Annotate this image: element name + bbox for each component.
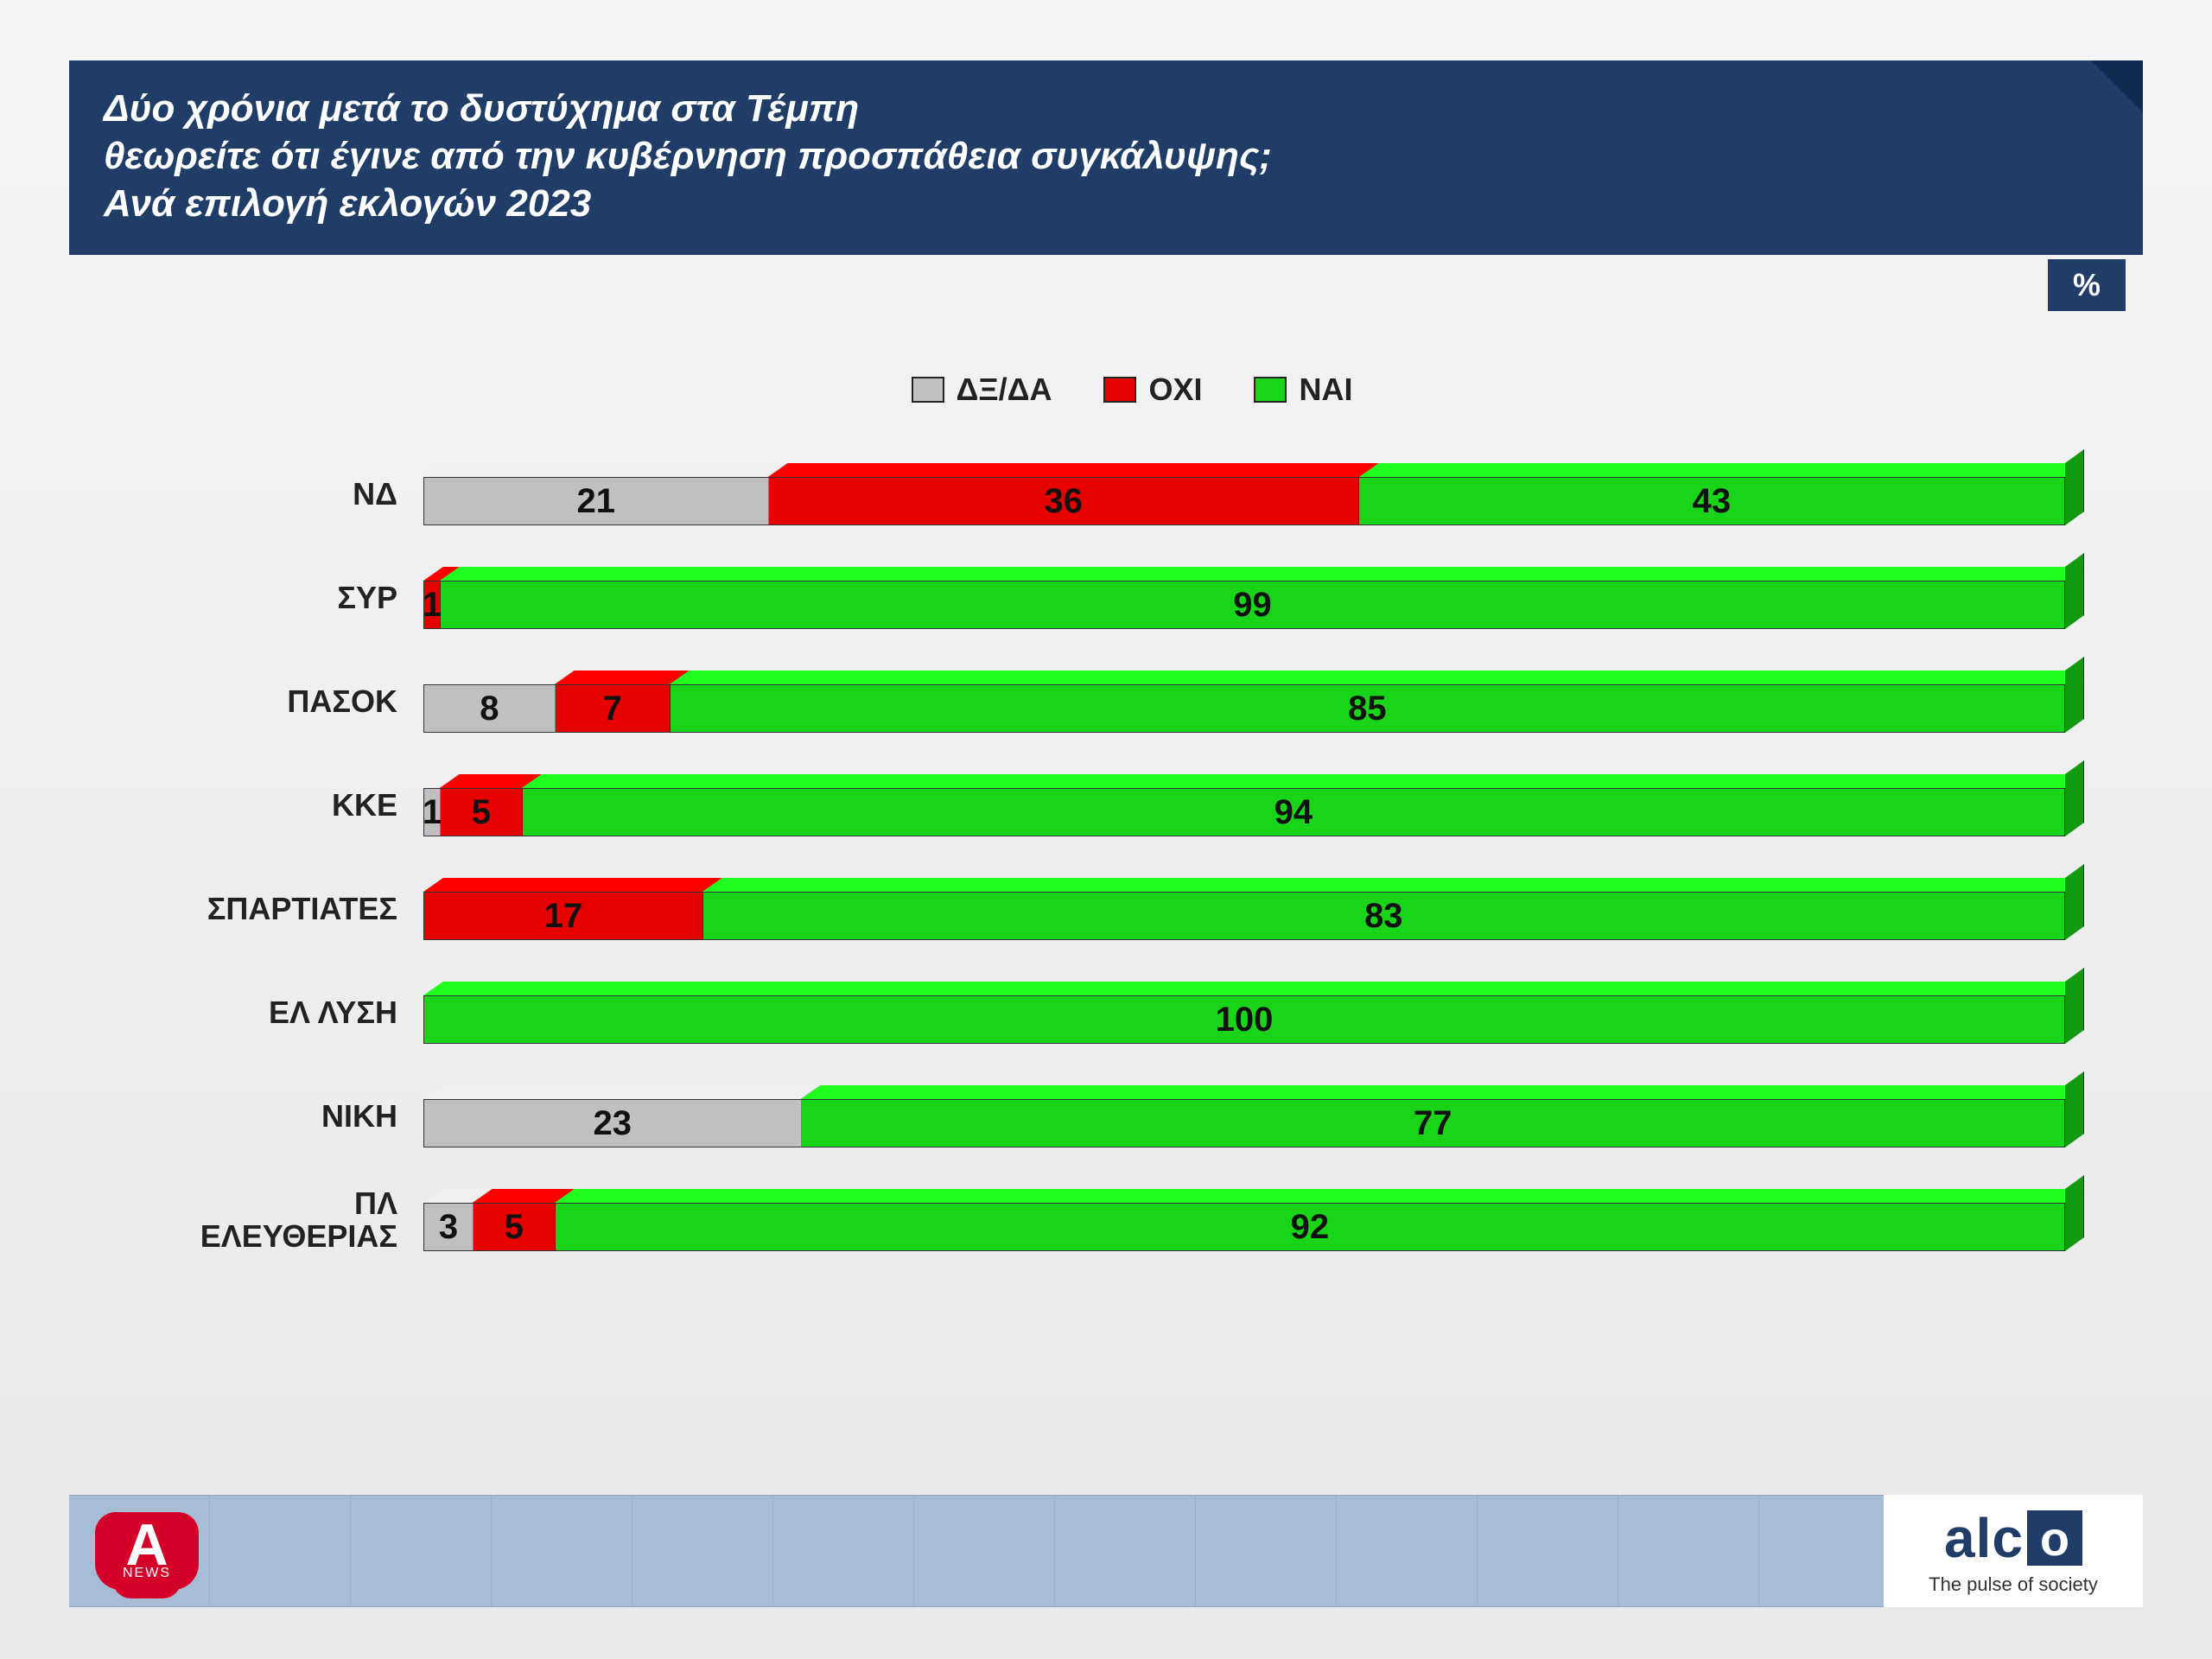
segment-yes: 100 — [424, 996, 2064, 1043]
category-label: ΝΙΚΗ — [199, 1100, 423, 1133]
alco-tagline: The pulse of society — [1929, 1573, 2098, 1596]
alco-logo: alc o — [1944, 1506, 2082, 1570]
segment-no: 7 — [556, 685, 671, 732]
title-banner: Δύο χρόνια μετά το δυστύχημα στα Τέμπη θ… — [69, 60, 2143, 255]
segment-top-no — [768, 463, 1379, 477]
legend-label-dk: ΔΞ/ΔΑ — [957, 372, 1052, 408]
segment-top-yes — [440, 567, 2085, 581]
alpha-news-logo: A NEWS — [95, 1512, 199, 1590]
bar-row: ΣΥΡ199 — [199, 546, 2065, 650]
bar: 213643 — [423, 463, 2065, 525]
segment-yes: 92 — [556, 1204, 2064, 1250]
legend-item-yes: ΝΑΙ — [1254, 372, 1352, 408]
bar-row: ΕΛ ΛΥΣΗ100 — [199, 961, 2065, 1065]
segment-yes: 94 — [523, 789, 2064, 836]
chart: ΔΞ/ΔΑΟΧΙΝΑΙ ΝΔ213643ΣΥΡ199ΠΑΣΟΚ8785ΚΚΕ15… — [199, 372, 2065, 1272]
segment-yes: 83 — [703, 893, 2064, 939]
category-label: ΚΚΕ — [199, 789, 423, 822]
bar: 1594 — [423, 774, 2065, 836]
segment-no: 36 — [769, 478, 1359, 524]
legend-swatch-no — [1103, 377, 1136, 403]
segment-top-yes — [670, 671, 2085, 684]
legend-swatch-yes — [1254, 377, 1287, 403]
page: Δύο χρόνια μετά το δυστύχημα στα Τέμπη θ… — [0, 0, 2212, 1659]
category-label: ΝΔ — [199, 478, 423, 511]
alco-text-b: o — [2027, 1510, 2082, 1566]
segment-yes: 85 — [671, 685, 2064, 732]
bar: 1783 — [423, 878, 2065, 940]
segment-top-yes — [555, 1189, 2085, 1203]
bar-row: ΝΙΚΗ2377 — [199, 1065, 2065, 1168]
bar-row: ΚΚΕ1594 — [199, 753, 2065, 857]
bar-row: ΠΛΕΛΕΥΘΕΡΙΑΣ3592 — [199, 1168, 2065, 1272]
segment-top-yes — [423, 982, 2085, 995]
bar-end-cap — [2065, 671, 2084, 733]
segment-yes: 77 — [802, 1100, 2064, 1147]
bar: 199 — [423, 567, 2065, 629]
title-line-1: Δύο χρόνια μετά το δυστύχημα στα Τέμπη — [104, 85, 2108, 132]
bar-row: ΣΠΑΡΤΙΑΤΕΣ1783 — [199, 857, 2065, 961]
segment-no: 5 — [441, 789, 523, 836]
legend-label-no: ΟΧΙ — [1148, 372, 1202, 408]
bar: 3592 — [423, 1189, 2065, 1251]
bar: 2377 — [423, 1085, 2065, 1147]
segment-no: 5 — [474, 1204, 556, 1250]
segment-dk: 23 — [424, 1100, 802, 1147]
bar-end-cap — [2065, 878, 2084, 940]
legend-swatch-dk — [912, 377, 944, 403]
title-line-3: Ανά επιλογή εκλογών 2023 — [104, 180, 2108, 227]
segment-dk: 3 — [424, 1204, 474, 1250]
bar: 100 — [423, 982, 2065, 1044]
bar-end-cap — [2065, 774, 2084, 836]
bar-end-cap — [2065, 1189, 2084, 1251]
segment-top-yes — [702, 878, 2085, 892]
segment-no: 17 — [424, 893, 703, 939]
segment-top-dk — [423, 463, 788, 477]
legend: ΔΞ/ΔΑ ΟΧΙ ΝΑΙ — [199, 372, 2065, 408]
bar-end-cap — [2065, 463, 2084, 525]
category-label: ΠΛΕΛΕΥΘΕΡΙΑΣ — [199, 1187, 423, 1253]
percent-badge: % — [2048, 259, 2126, 311]
alco-text-a: alc — [1944, 1506, 2024, 1570]
segment-top-no — [423, 878, 722, 892]
alpha-logo-sub: NEWS — [95, 1566, 199, 1581]
segment-top-dk — [423, 1085, 821, 1099]
legend-label-yes: ΝΑΙ — [1299, 372, 1352, 408]
category-label: ΣΥΡ — [199, 582, 423, 614]
legend-item-dk: ΔΞ/ΔΑ — [912, 372, 1052, 408]
chart-rows: ΝΔ213643ΣΥΡ199ΠΑΣΟΚ8785ΚΚΕ1594ΣΠΑΡΤΙΑΤΕΣ… — [199, 442, 2065, 1272]
segment-dk: 21 — [424, 478, 769, 524]
category-label: ΣΠΑΡΤΙΑΤΕΣ — [199, 893, 423, 925]
segment-dk: 8 — [424, 685, 556, 732]
category-label: ΕΛ ΛΥΣΗ — [199, 996, 423, 1029]
bar: 8785 — [423, 671, 2065, 733]
bar-row: ΝΔ213643 — [199, 442, 2065, 546]
segment-top-no — [555, 671, 690, 684]
bar-end-cap — [2065, 982, 2084, 1044]
segment-top-yes — [1359, 463, 2085, 477]
legend-item-no: ΟΧΙ — [1103, 372, 1202, 408]
bar-end-cap — [2065, 1085, 2084, 1147]
title-line-2: θεωρείτε ότι έγινε από την κυβέρνηση προ… — [104, 132, 2108, 180]
segment-top-yes — [522, 774, 2085, 788]
bar-end-cap — [2065, 567, 2084, 629]
segment-top-yes — [801, 1085, 2085, 1099]
bar-row: ΠΑΣΟΚ8785 — [199, 650, 2065, 753]
segment-no: 1 — [424, 582, 441, 628]
segment-yes: 99 — [441, 582, 2064, 628]
category-label: ΠΑΣΟΚ — [199, 685, 423, 718]
segment-dk: 1 — [424, 789, 441, 836]
footer: A NEWS alc o The pulse of society — [69, 1495, 2143, 1607]
footer-grid: A NEWS — [69, 1495, 1884, 1607]
segment-top-dk — [423, 671, 575, 684]
segment-yes: 43 — [1359, 478, 2064, 524]
alco-logo-block: alc o The pulse of society — [1884, 1495, 2143, 1607]
